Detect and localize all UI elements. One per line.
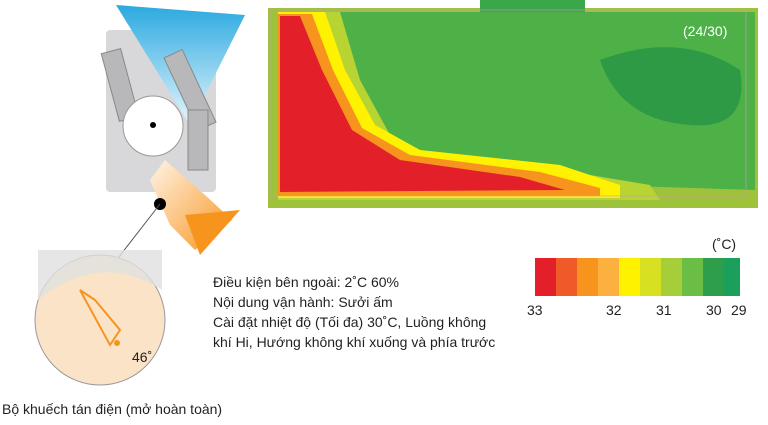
legend-unit: (˚C) bbox=[712, 236, 736, 252]
ac-unit bbox=[100, 5, 245, 263]
figure-label: (24/30) bbox=[683, 23, 727, 39]
condition-line: Cài đặt nhiệt độ (Tối đa) 30˚C, Luồng kh… bbox=[213, 314, 486, 330]
zoom-view: 46˚ bbox=[34, 250, 166, 386]
condition-line: Điều kiện bên ngoài: 2˚C 60% bbox=[213, 274, 399, 290]
legend-label: 29 bbox=[731, 302, 747, 318]
heat-map: (24/30) bbox=[268, 0, 758, 208]
legend-label: 30 bbox=[706, 302, 722, 318]
legend-label: 33 bbox=[527, 302, 543, 318]
angle-label: 46˚ bbox=[132, 349, 152, 365]
condition-line: Nội dung vận hành: Sưởi ấm bbox=[213, 294, 393, 310]
legend-label: 32 bbox=[606, 302, 622, 318]
condition-line: khí Hi, Hướng không khí xuống và phía tr… bbox=[213, 334, 495, 350]
color-legend: (˚C) 33 32 31 30 29 bbox=[527, 236, 747, 318]
conditions: Điều kiện bên ngoài: 2˚C 60% Nội dung vậ… bbox=[213, 274, 495, 350]
caption: Bộ khuếch tán điện (mở hoàn toàn) bbox=[2, 401, 222, 417]
legend-label: 31 bbox=[656, 302, 672, 318]
